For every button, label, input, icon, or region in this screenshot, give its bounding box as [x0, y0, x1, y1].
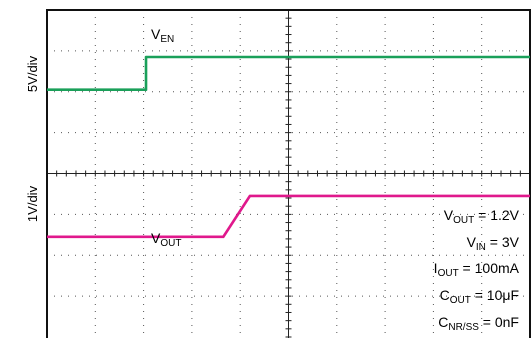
plot-border: [46, 9, 531, 338]
graticule: [46, 9, 531, 338]
trace-label-v-out-main: V: [151, 230, 161, 246]
condition-value: = 0nF: [479, 314, 519, 330]
condition-subscript: OUT: [450, 295, 471, 306]
trace-label-v-en-sub: EN: [160, 34, 174, 45]
condition-symbol: I: [434, 260, 438, 276]
condition-subscript: NR/SS: [448, 322, 479, 333]
condition-symbol: V: [444, 207, 454, 223]
condition-line: COUT = 10μF: [440, 287, 519, 306]
condition-value: = 100mA: [459, 260, 520, 276]
trace-label-v-out: VOUT: [151, 230, 181, 249]
scale-label-out: 1V/div: [25, 185, 40, 222]
trace-label-v-out-sub: OUT: [160, 238, 181, 249]
trace-label-v-en: VEN: [151, 26, 174, 45]
scale-label-en: 5V/div: [25, 55, 40, 92]
condition-symbol: V: [467, 234, 477, 250]
condition-value: = 10μF: [471, 287, 519, 303]
condition-line: VIN = 3V: [467, 234, 520, 253]
trace-v-en: [47, 55, 530, 92]
condition-line: CNR/SS = 0nF: [438, 314, 519, 333]
condition-subscript: IN: [476, 242, 486, 253]
trace-label-v-en-main: V: [151, 26, 161, 42]
condition-symbol: C: [438, 314, 448, 330]
condition-line: VOUT = 1.2V: [444, 207, 520, 226]
condition-value: = 3V: [486, 234, 520, 250]
condition-line: IOUT = 100mA: [434, 260, 520, 279]
plot-frame: [46, 9, 531, 338]
trace-v-out: [47, 194, 530, 239]
condition-subscript: OUT: [438, 268, 459, 279]
condition-symbol: C: [440, 287, 450, 303]
condition-value: = 1.2V: [474, 207, 519, 223]
condition-subscript: OUT: [453, 215, 474, 226]
